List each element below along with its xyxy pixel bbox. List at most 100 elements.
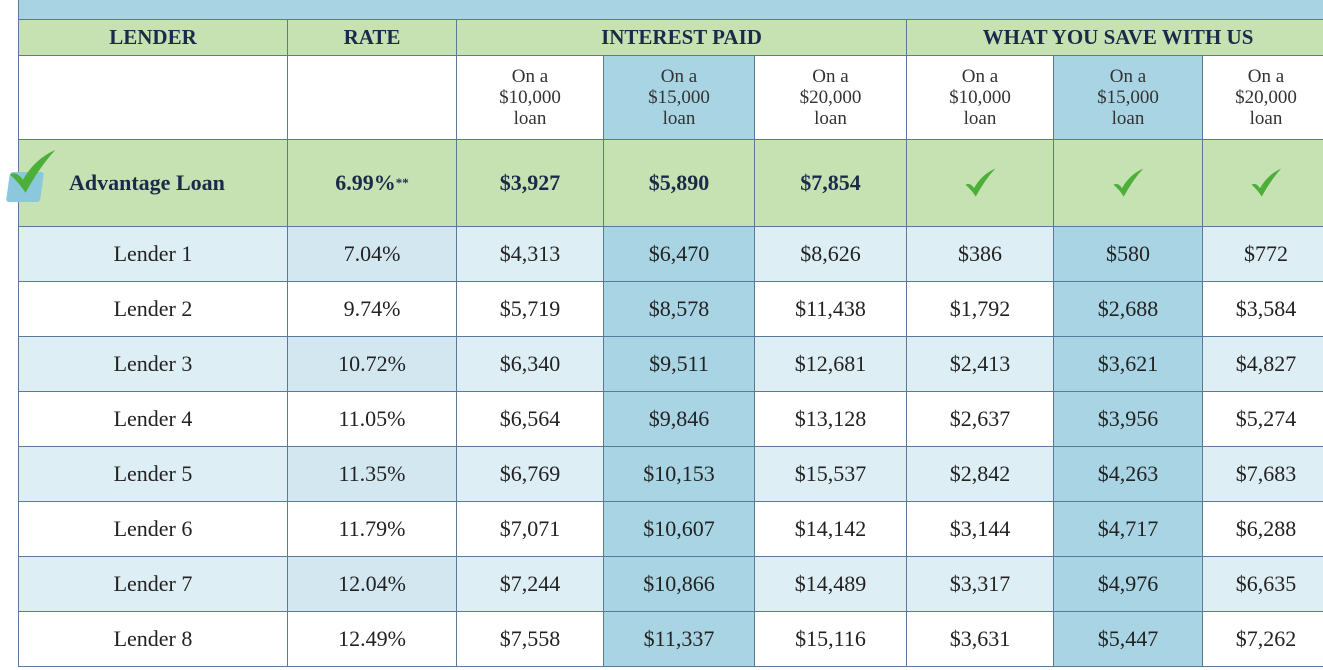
text: loan [1249,108,1283,129]
value-cell: $4,976 [1054,557,1203,612]
value-cell: $6,288 [1203,502,1323,557]
text: $4,263 [1097,461,1159,486]
value-cell: $4,717 [1054,502,1203,557]
text: 10.72% [338,351,406,376]
value-cell: $5,274 [1203,392,1323,447]
lender-name: Lender 1 [18,227,288,282]
text: $580 [1106,241,1150,266]
text: 7.04% [343,241,401,266]
text: loan [513,108,547,129]
subheader-cell: On a $15,000 loan [604,56,755,140]
value-cell: 12.49% [288,612,457,667]
text: $5,719 [499,296,561,321]
subheader-cell [288,56,457,140]
check-icon [965,168,996,197]
lender-name: Lender 8 [18,612,288,667]
text: $3,317 [949,571,1011,596]
text: Lender 1 [113,241,193,266]
value-cell: $5,719 [457,282,604,337]
text: Lender 5 [113,461,193,486]
text: $1,792 [949,296,1011,321]
value-cell: $7,071 [457,502,604,557]
text: $6,769 [499,461,561,486]
check-icon [9,149,56,193]
text: $10,153 [643,461,715,486]
value-cell: $3,144 [907,502,1054,557]
value-cell: $7,244 [457,557,604,612]
advantage-rate: 6.99% ** [288,140,457,227]
text: $8,578 [648,296,710,321]
text: On a [511,66,549,87]
value-cell: $580 [1054,227,1203,282]
text: $7,854 [800,170,861,195]
text: $2,413 [949,351,1011,376]
text: $7,558 [499,626,561,651]
value-cell: 12.04% [288,557,457,612]
text: $3,927 [499,170,561,195]
text: $4,313 [499,241,561,266]
value-cell: $8,578 [604,282,755,337]
title-bar [18,0,1323,20]
text: $3,584 [1235,296,1297,321]
value-cell: 9.74% [288,282,457,337]
text: $4,717 [1097,516,1159,541]
value-cell: 11.79% [288,502,457,557]
text: $20,000 [1235,87,1297,108]
text: Lender 7 [113,571,193,596]
text: On a [961,66,999,87]
text: Lender 6 [113,516,193,541]
text: 11.35% [338,461,406,486]
text: $20,000 [799,87,862,108]
value-cell: $386 [907,227,1054,282]
text: 11.05% [338,406,406,431]
text: $6,564 [499,406,561,431]
text: $4,827 [1235,351,1297,376]
text: $3,621 [1097,351,1159,376]
value-cell: $3,956 [1054,392,1203,447]
text: $10,000 [499,87,561,108]
text: 9.74% [343,296,401,321]
value-cell: 7.04% [288,227,457,282]
text: $9,511 [649,351,709,376]
value-cell: $14,142 [755,502,907,557]
subheader-cell: On a $10,000 loan [457,56,604,140]
value-cell: $15,116 [755,612,907,667]
value-cell: $10,607 [604,502,755,557]
text: INTEREST PAID [601,25,762,49]
value-cell: $6,564 [457,392,604,447]
lender-name: Lender 7 [18,557,288,612]
text: $7,071 [499,516,561,541]
text: LENDER [109,25,197,49]
advantage-check [1203,140,1323,227]
text: $14,142 [794,516,867,541]
value-cell: 11.35% [288,447,457,502]
value-cell: $2,842 [907,447,1054,502]
value-cell: 11.05% [288,392,457,447]
value-cell: $15,537 [755,447,907,502]
subheader-cell: On a $20,000 loan [755,56,907,140]
text: $2,688 [1097,296,1159,321]
text: $5,274 [1235,406,1297,431]
text: $386 [958,241,1002,266]
subheader-cell: On a $10,000 loan [907,56,1054,140]
value-cell: $7,262 [1203,612,1323,667]
text: 11.79% [338,516,406,541]
value-cell: $11,337 [604,612,755,667]
value-cell: $7,683 [1203,447,1323,502]
text: On a [812,66,849,87]
header-cell: LENDER [18,20,288,56]
value-cell: $6,635 [1203,557,1323,612]
value-cell: 10.72% [288,337,457,392]
value-cell: $14,489 [755,557,907,612]
text: 12.49% [338,626,406,651]
text: $3,144 [949,516,1011,541]
text: $3,631 [949,626,1011,651]
text: $7,683 [1235,461,1297,486]
subheader-cell: On a $15,000 loan [1054,56,1203,140]
text: Lender 2 [113,296,193,321]
text: $15,537 [794,461,867,486]
text: $10,866 [643,571,715,596]
value-cell: $10,153 [604,447,755,502]
text: 12.04% [338,571,406,596]
text: $12,681 [794,351,867,376]
